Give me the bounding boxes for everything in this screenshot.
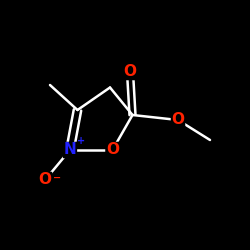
Text: N: N <box>64 142 76 158</box>
Text: O: O <box>106 142 119 158</box>
Text: O: O <box>172 112 184 128</box>
Text: O: O <box>38 172 52 188</box>
Text: +: + <box>77 136 85 145</box>
Text: −: − <box>53 172 61 182</box>
Text: O: O <box>124 64 136 80</box>
